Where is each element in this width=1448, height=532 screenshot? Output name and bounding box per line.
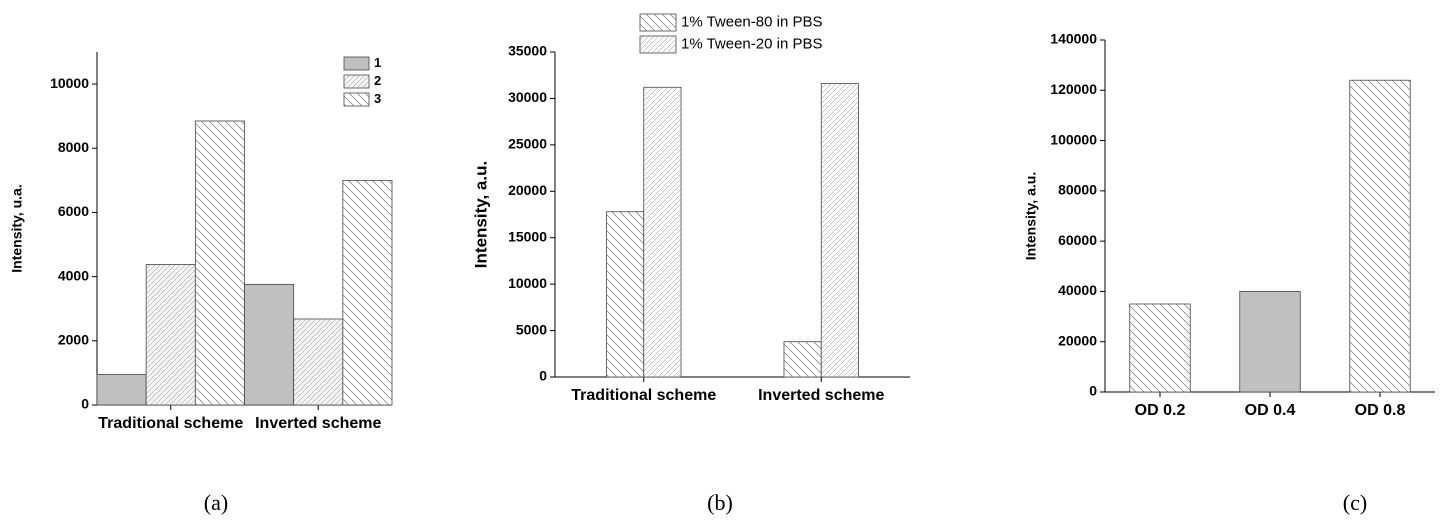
legend-hatch xyxy=(344,75,369,88)
legend-label: 1% Tween-20 in PBS xyxy=(681,35,822,52)
y-tick-label: 20000 xyxy=(508,182,547,198)
y-tick-label: 2000 xyxy=(58,332,89,348)
legend-swatch xyxy=(343,56,370,71)
x-tick-label: Inverted scheme xyxy=(758,387,884,404)
bar xyxy=(1129,303,1191,393)
panel-label: (a) xyxy=(204,490,228,515)
y-tick-label: 35000 xyxy=(508,43,547,59)
bar xyxy=(783,341,822,378)
y-tick-label: 6000 xyxy=(58,203,89,219)
panel-label: (b) xyxy=(707,490,733,515)
y-tick-label: 10000 xyxy=(508,275,547,291)
bar xyxy=(820,83,859,378)
y-tick-label: 25000 xyxy=(508,136,547,152)
y-tick-label: 0 xyxy=(1089,383,1097,399)
y-tick-label: 30000 xyxy=(508,89,547,105)
x-tick-label: OD 0.4 xyxy=(1245,402,1296,419)
bar xyxy=(293,318,344,406)
x-tick-label: OD 0.8 xyxy=(1355,402,1406,419)
y-tick-label: 80000 xyxy=(1058,182,1097,198)
y-axis-label: Intensity, a.u. xyxy=(1023,172,1039,260)
y-tick-label: 4000 xyxy=(58,267,89,283)
y-tick-label: 40000 xyxy=(1058,282,1097,298)
y-tick-label: 120000 xyxy=(1050,81,1097,97)
bar xyxy=(145,264,196,406)
bar xyxy=(96,374,147,406)
y-tick-label: 10000 xyxy=(50,75,89,91)
y-tick-label: 0 xyxy=(81,396,89,412)
x-tick-label: Traditional scheme xyxy=(571,387,716,404)
x-tick-label: OD 0.2 xyxy=(1135,402,1186,419)
bar xyxy=(1349,79,1411,393)
bar xyxy=(194,120,245,406)
bar xyxy=(1239,291,1301,393)
y-tick-label: 15000 xyxy=(508,228,547,244)
legend-hatch xyxy=(640,14,676,31)
legend-hatch xyxy=(344,93,369,106)
legend-label: 1% Tween-80 in PBS xyxy=(681,13,822,30)
y-tick-label: 5000 xyxy=(516,321,547,337)
panel: 0 2000 4000 6000 8000 10000 Intensity, u.a. (a)… xyxy=(9,52,393,515)
legend-label: 1 xyxy=(374,55,381,70)
y-tick-label: 20000 xyxy=(1058,332,1097,348)
y-tick-label: 8000 xyxy=(58,139,89,155)
legend-hatch xyxy=(640,36,676,53)
x-tick-label: Traditional scheme xyxy=(98,415,243,432)
bar xyxy=(606,211,645,378)
y-tick-label: 100000 xyxy=(1050,131,1097,147)
y-tick-label: 60000 xyxy=(1058,232,1097,248)
y-axis-label: Intensity, a.u. xyxy=(471,161,490,268)
legend-label: 3 xyxy=(374,91,381,106)
bar xyxy=(643,86,682,378)
y-tick-label: 140000 xyxy=(1050,31,1097,47)
panel-label: (c) xyxy=(1343,490,1367,515)
panel: 0 5000 10000 15000 20000 25000 30000 35000 Inten… xyxy=(471,13,910,515)
bar xyxy=(342,179,393,406)
bar xyxy=(244,283,295,406)
x-tick-label: Inverted scheme xyxy=(255,415,381,432)
y-tick-label: 0 xyxy=(539,368,547,384)
y-axis-label: Intensity, u.a. xyxy=(9,184,25,272)
panel: 0 20000 40000 60000 80000 100000 120000 140000 I… xyxy=(1023,31,1435,515)
legend-label: 2 xyxy=(374,73,381,88)
